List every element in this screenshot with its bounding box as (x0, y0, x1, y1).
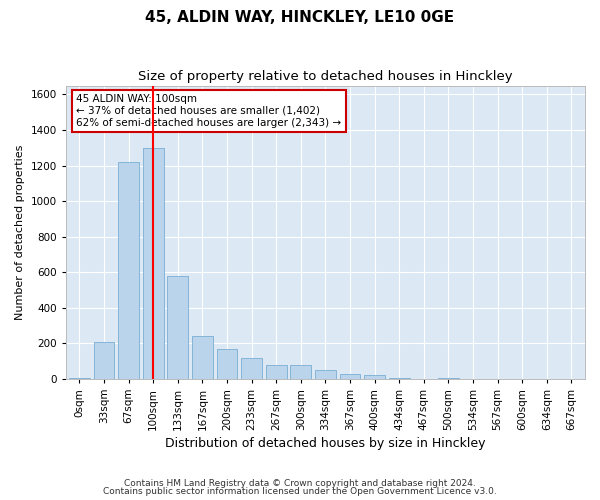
Bar (217, 348, 238, 379)
Y-axis label: Number of detached properties: Number of detached properties (15, 144, 25, 320)
Bar (94, 342, 115, 379)
Bar (167, 276, 188, 379)
Bar (118, 162, 139, 379)
Bar (315, 370, 336, 379)
Bar (290, 364, 311, 379)
Title: Size of property relative to detached houses in Hinckley: Size of property relative to detached ho… (138, 70, 513, 83)
Bar (389, 378, 410, 379)
Bar (241, 358, 262, 379)
Bar (69, 378, 90, 379)
Bar (438, 378, 459, 379)
Text: 45, ALDIN WAY, HINCKLEY, LE10 0GE: 45, ALDIN WAY, HINCKLEY, LE10 0GE (145, 10, 455, 25)
Text: 45 ALDIN WAY: 100sqm
← 37% of detached houses are smaller (1,402)
62% of semi-de: 45 ALDIN WAY: 100sqm ← 37% of detached h… (76, 94, 341, 128)
Text: Contains public sector information licensed under the Open Government Licence v3: Contains public sector information licen… (103, 487, 497, 496)
X-axis label: Distribution of detached houses by size in Hinckley: Distribution of detached houses by size … (165, 437, 485, 450)
Bar (266, 364, 287, 379)
Bar (192, 336, 213, 379)
Bar (340, 374, 361, 379)
Bar (364, 376, 385, 379)
Bar (143, 148, 164, 379)
Text: Contains HM Land Registry data © Crown copyright and database right 2024.: Contains HM Land Registry data © Crown c… (124, 478, 476, 488)
